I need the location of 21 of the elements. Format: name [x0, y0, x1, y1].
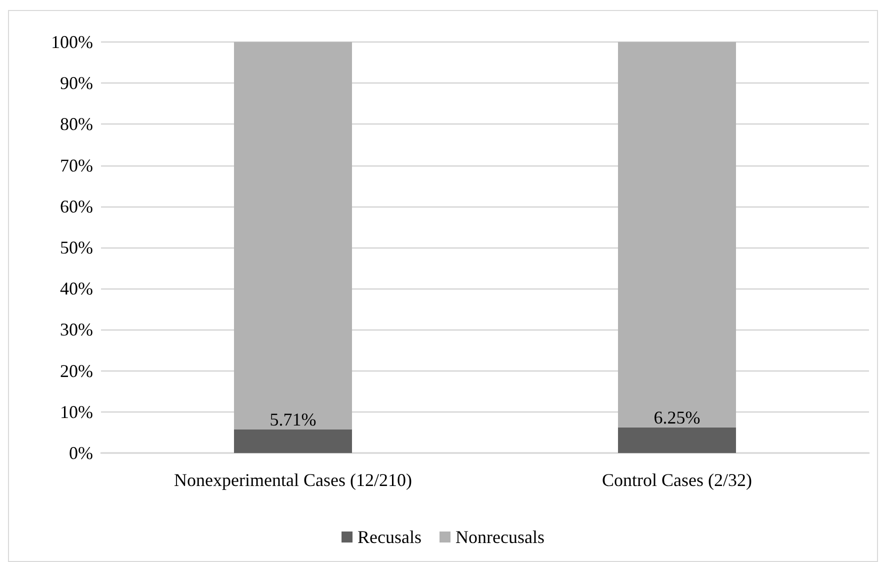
y-tick-label: 80% — [60, 114, 93, 134]
bar — [234, 430, 352, 453]
y-tick-label: 0% — [69, 443, 93, 463]
y-tick-label: 20% — [60, 360, 93, 381]
data-label: 6.25% — [654, 407, 700, 428]
x-tick-label: Control Cases (2/32) — [602, 470, 752, 490]
y-tick-label: 90% — [60, 73, 93, 94]
data-label: 5.71% — [270, 410, 316, 430]
y-tick-label: 40% — [60, 278, 93, 299]
bar — [618, 427, 736, 453]
y-tick-label: 50% — [60, 238, 93, 258]
bar — [618, 42, 736, 428]
x-tick-label: Nonexperimental Cases (12/210) — [174, 470, 412, 490]
y-tick-label: 10% — [60, 402, 93, 422]
legend-label: Recusals — [358, 527, 422, 547]
y-tick-label: 70% — [60, 155, 93, 176]
bar — [234, 42, 352, 430]
y-tick-label: 60% — [60, 196, 93, 216]
y-tick-label: 30% — [60, 320, 93, 340]
legend-label: Nonrecusals — [456, 527, 544, 547]
y-tick-label: 100% — [51, 32, 93, 52]
